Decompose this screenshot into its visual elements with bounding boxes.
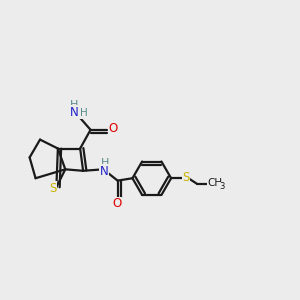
Text: CH: CH [208, 178, 223, 188]
Text: H: H [100, 158, 109, 168]
Text: H: H [69, 100, 78, 110]
Text: N: N [100, 165, 108, 178]
Text: O: O [112, 197, 122, 210]
Text: N: N [70, 106, 79, 119]
Text: S: S [49, 182, 56, 194]
Text: 3: 3 [219, 182, 224, 191]
Text: S: S [182, 171, 190, 184]
Text: O: O [108, 122, 118, 135]
Text: H: H [80, 108, 87, 118]
